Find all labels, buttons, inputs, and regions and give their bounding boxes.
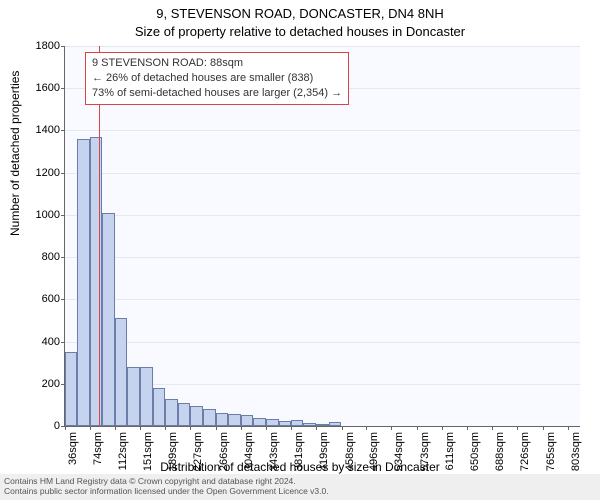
callout-line-1: 9 STEVENSON ROAD: 88sqm: [92, 56, 342, 71]
y-tick-mark: [61, 130, 65, 131]
y-axis-label: Number of detached properties: [8, 71, 22, 236]
y-tick-mark: [61, 299, 65, 300]
x-tick-label: 573sqm: [419, 432, 431, 482]
x-tick-mark: [291, 426, 292, 430]
y-tick-label: 200: [42, 378, 60, 390]
y-tick-label: 800: [42, 251, 60, 263]
x-tick-label: 266sqm: [218, 432, 230, 482]
y-tick-mark: [61, 215, 65, 216]
histogram-bar: [253, 418, 266, 426]
x-tick-label: 419sqm: [318, 432, 330, 482]
y-tick-label: 600: [42, 293, 60, 305]
histogram-bar: [279, 421, 291, 426]
histogram-bar: [65, 352, 77, 426]
x-tick-mark: [90, 426, 91, 430]
x-tick-label: 189sqm: [167, 432, 179, 482]
x-tick-label: 611sqm: [444, 432, 456, 482]
x-tick-label: 650sqm: [469, 432, 481, 482]
x-tick-label: 381sqm: [293, 432, 305, 482]
x-tick-mark: [241, 426, 242, 430]
x-tick-label: 36sqm: [67, 432, 79, 482]
x-tick-label: 151sqm: [142, 432, 154, 482]
x-tick-mark: [492, 426, 493, 430]
x-tick-label: 343sqm: [268, 432, 280, 482]
x-tick-mark: [366, 426, 367, 430]
x-tick-mark: [417, 426, 418, 430]
x-tick-label: 304sqm: [243, 432, 255, 482]
histogram-bar: [316, 424, 329, 426]
x-tick-mark: [140, 426, 141, 430]
histogram-bar: [165, 399, 177, 426]
histogram-bar: [266, 419, 278, 426]
x-tick-mark: [65, 426, 66, 430]
y-tick-label: 400: [42, 336, 60, 348]
title-main: 9, STEVENSON ROAD, DONCASTER, DN4 8NH: [0, 6, 600, 21]
y-tick-label: 1200: [36, 167, 60, 179]
x-tick-label: 458sqm: [344, 432, 356, 482]
y-tick-mark: [61, 342, 65, 343]
plot-area: 9 STEVENSON ROAD: 88sqm ← 26% of detache…: [64, 46, 580, 427]
x-tick-mark: [165, 426, 166, 430]
x-tick-mark: [543, 426, 544, 430]
histogram-bar: [291, 420, 303, 426]
histogram-bar: [329, 422, 341, 426]
x-tick-label: 765sqm: [545, 432, 557, 482]
histogram-bar: [178, 403, 190, 426]
y-tick-label: 1600: [36, 82, 60, 94]
y-tick-mark: [61, 257, 65, 258]
x-tick-label: 227sqm: [192, 432, 204, 482]
gridline: [65, 215, 580, 216]
gridline: [65, 342, 580, 343]
x-tick-label: 534sqm: [393, 432, 405, 482]
x-tick-mark: [216, 426, 217, 430]
x-tick-mark: [190, 426, 191, 430]
x-tick-mark: [517, 426, 518, 430]
x-tick-mark: [467, 426, 468, 430]
histogram-bar: [303, 423, 315, 426]
y-tick-mark: [61, 88, 65, 89]
callout-line-2: ← 26% of detached houses are smaller (83…: [92, 71, 342, 86]
histogram-bar: [115, 318, 127, 426]
x-tick-mark: [568, 426, 569, 430]
histogram-bar: [140, 367, 152, 426]
histogram-bar: [127, 367, 140, 426]
x-tick-mark: [442, 426, 443, 430]
histogram-bar: [90, 137, 102, 426]
callout-line-3: 73% of semi-detached houses are larger (…: [92, 86, 342, 101]
histogram-bar: [216, 413, 228, 426]
x-tick-label: 688sqm: [494, 432, 506, 482]
chart-container: 9, STEVENSON ROAD, DONCASTER, DN4 8NH Si…: [0, 0, 600, 500]
x-tick-mark: [342, 426, 343, 430]
y-tick-label: 0: [54, 420, 60, 432]
y-tick-label: 1800: [36, 40, 60, 52]
x-tick-label: 74sqm: [92, 432, 104, 482]
x-tick-mark: [266, 426, 267, 430]
x-tick-label: 803sqm: [570, 432, 582, 482]
gridline: [65, 46, 580, 47]
histogram-bar: [102, 213, 114, 426]
x-tick-label: 112sqm: [117, 432, 129, 482]
y-tick-mark: [61, 173, 65, 174]
x-tick-label: 496sqm: [368, 432, 380, 482]
gridline: [65, 257, 580, 258]
y-tick-label: 1000: [36, 209, 60, 221]
x-tick-mark: [115, 426, 116, 430]
histogram-bar: [77, 139, 89, 426]
x-tick-mark: [391, 426, 392, 430]
histogram-bar: [190, 406, 203, 426]
footer-line-2: Contains public sector information licen…: [4, 486, 596, 497]
x-tick-mark: [316, 426, 317, 430]
callout-box: 9 STEVENSON ROAD: 88sqm ← 26% of detache…: [85, 52, 349, 105]
title-sub: Size of property relative to detached ho…: [0, 24, 600, 39]
gridline: [65, 130, 580, 131]
histogram-bar: [241, 415, 253, 426]
y-tick-label: 1400: [36, 124, 60, 136]
gridline: [65, 299, 580, 300]
x-tick-label: 726sqm: [519, 432, 531, 482]
histogram-bar: [228, 414, 240, 426]
histogram-bar: [153, 388, 165, 426]
histogram-bar: [203, 409, 215, 426]
y-tick-mark: [61, 46, 65, 47]
gridline: [65, 173, 580, 174]
